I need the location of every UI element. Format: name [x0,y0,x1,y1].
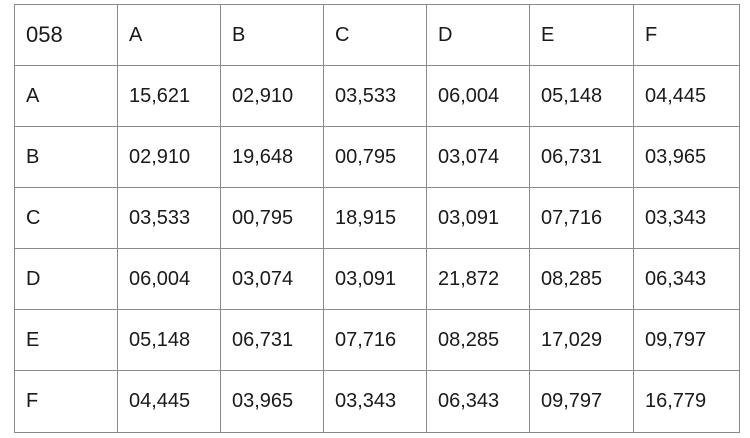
table-row: D 06,004 03,074 03,091 21,872 08,285 06,… [14,248,740,310]
table-cell: 06,731 [529,126,634,188]
row-header: C [14,187,118,249]
table-cell: 18,915 [323,187,427,249]
table-cell: 06,343 [633,248,740,310]
corner-cell: 058 [14,4,118,66]
column-header: A [117,4,221,66]
data-table: 058 A B C D E F A 15,621 02,910 03,533 0… [14,4,740,433]
table-cell: 03,533 [323,65,427,127]
table-cell: 03,091 [323,248,427,310]
table-cell: 02,910 [117,126,221,188]
row-header: F [14,370,118,433]
table-cell: 06,004 [117,248,221,310]
row-header: A [14,65,118,127]
table-row: F 04,445 03,965 03,343 06,343 09,797 16,… [14,370,740,433]
table-cell: 07,716 [323,309,427,371]
table-cell: 03,343 [323,370,427,433]
table-row: B 02,910 19,648 00,795 03,074 06,731 03,… [14,126,740,188]
table-cell: 03,533 [117,187,221,249]
table-cell: 00,795 [220,187,324,249]
table-cell: 03,965 [220,370,324,433]
table-cell: 16,779 [633,370,740,433]
table-cell: 03,965 [633,126,740,188]
table-row: E 05,148 06,731 07,716 08,285 17,029 09,… [14,309,740,371]
column-header: F [633,4,740,66]
table-cell: 03,343 [633,187,740,249]
row-header: B [14,126,118,188]
table-cell: 04,445 [633,65,740,127]
table-cell: 06,004 [426,65,530,127]
table-cell: 03,074 [426,126,530,188]
table-cell: 15,621 [117,65,221,127]
table-row: A 15,621 02,910 03,533 06,004 05,148 04,… [14,65,740,127]
table-cell: 08,285 [529,248,634,310]
table-cell: 17,029 [529,309,634,371]
table-cell: 08,285 [426,309,530,371]
table-cell: 06,731 [220,309,324,371]
column-header: C [323,4,427,66]
row-header: E [14,309,118,371]
table-cell: 03,091 [426,187,530,249]
column-header: B [220,4,324,66]
table-cell: 09,797 [529,370,634,433]
table-cell: 03,074 [220,248,324,310]
row-header: D [14,248,118,310]
table-row: C 03,533 00,795 18,915 03,091 07,716 03,… [14,187,740,249]
table-cell: 09,797 [633,309,740,371]
column-header: D [426,4,530,66]
header-row: 058 A B C D E F [14,4,740,66]
table-cell: 07,716 [529,187,634,249]
table-cell: 00,795 [323,126,427,188]
table-cell: 06,343 [426,370,530,433]
column-header: E [529,4,634,66]
table-cell: 05,148 [117,309,221,371]
table-cell: 19,648 [220,126,324,188]
table-cell: 05,148 [529,65,634,127]
table-cell: 21,872 [426,248,530,310]
table-cell: 02,910 [220,65,324,127]
table-cell: 04,445 [117,370,221,433]
